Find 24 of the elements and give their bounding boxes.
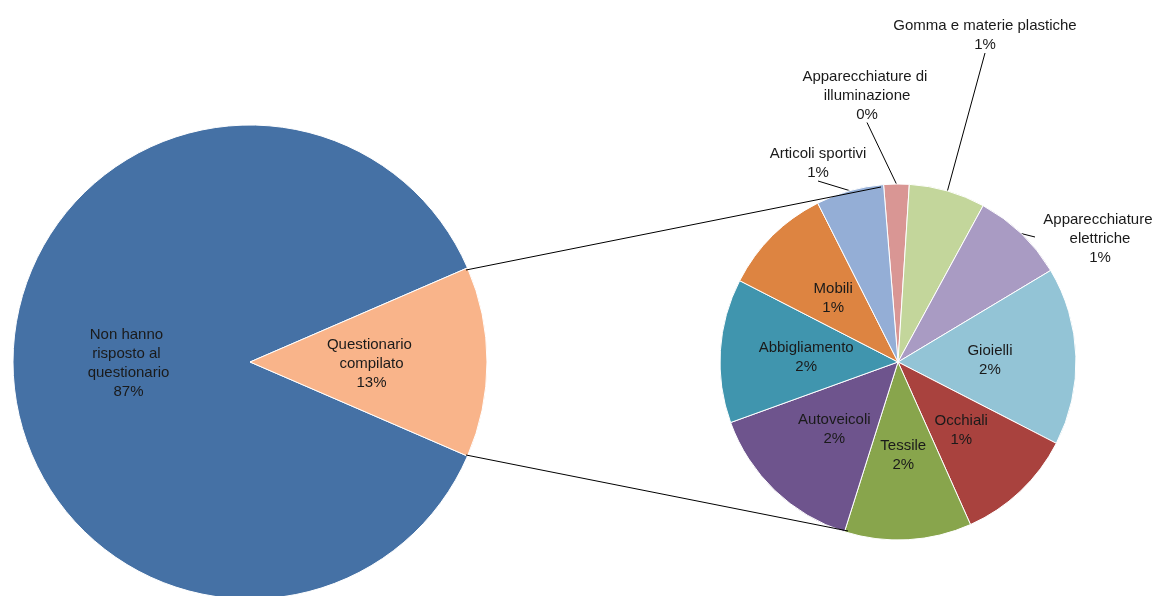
slice-label: Tessile [880, 435, 927, 453]
slice-label: Abbigliamento [758, 338, 854, 356]
slice-label: Occhiali [934, 410, 988, 428]
data-label: 2% [823, 429, 846, 447]
slice-label: Non hanno risposto al questionario [87, 325, 170, 380]
slice-label: Questionario compilato [326, 334, 417, 371]
data-label: 2% [795, 357, 818, 375]
data-label: 2% [892, 454, 915, 472]
data-label: 2% [979, 359, 1001, 377]
slice-label: Mobili [813, 278, 853, 296]
data-label: 0% [856, 104, 878, 122]
slice-label: Articoli sportivi [769, 144, 867, 161]
data-label: 1% [974, 35, 996, 52]
slice-label: Autoveicoli [798, 410, 871, 428]
slice-label: Apparecchiature di illuminazione [802, 66, 932, 103]
data-label: 1% [1089, 247, 1111, 265]
data-label: 1% [822, 297, 845, 315]
data-label: 13% [356, 372, 387, 390]
data-label: 1% [807, 163, 829, 180]
slice-label: Gomma e materie plastiche [893, 16, 1077, 33]
data-label: 1% [950, 429, 973, 447]
slice-label: Gioielli [967, 340, 1013, 358]
data-label: 87% [113, 382, 144, 399]
slice-label: Apparecchiature elettriche [1043, 209, 1157, 246]
